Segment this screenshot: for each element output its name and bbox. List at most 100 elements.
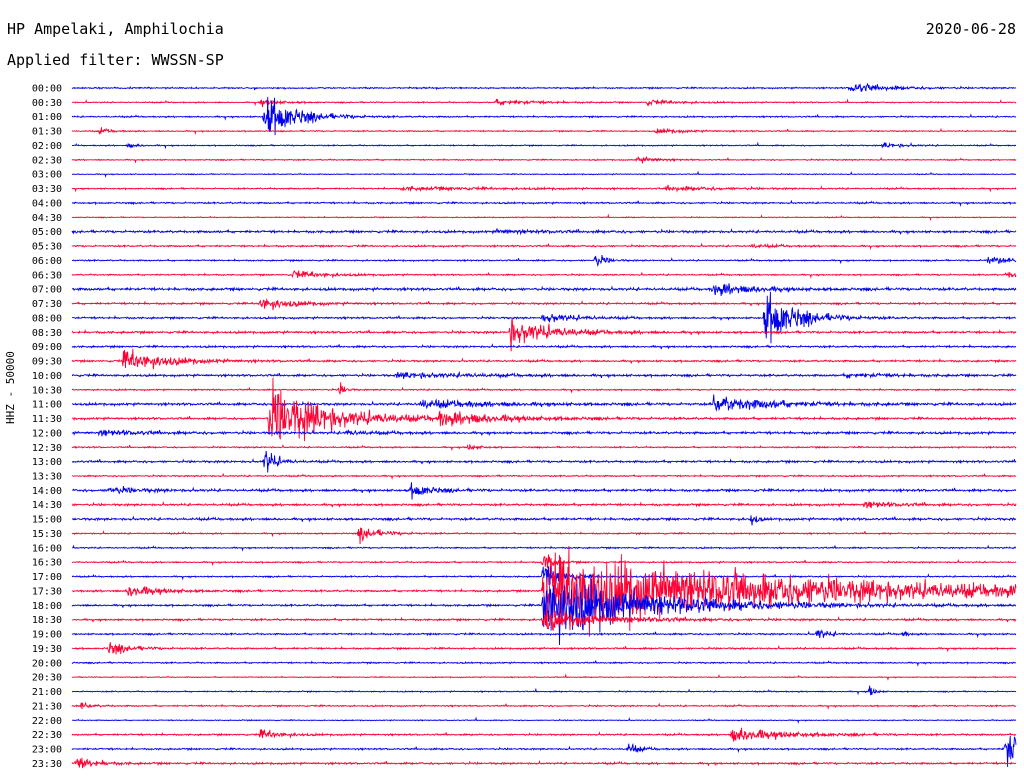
seismic-trace: [71, 554, 1017, 569]
seismic-trace: [71, 716, 1017, 725]
time-tick-label: 09:00: [32, 342, 62, 353]
seismic-trace: [71, 394, 1017, 412]
seismic-trace: [72, 501, 1017, 509]
time-tick-label: 10:00: [32, 371, 62, 382]
seismic-trace: [71, 298, 1017, 311]
time-tick-label: 18:00: [32, 601, 62, 612]
seismic-trace: [71, 254, 1017, 268]
seismic-trace: [71, 566, 1017, 591]
time-tick-label: 06:30: [32, 270, 62, 281]
seismic-trace: [71, 213, 1017, 222]
seismic-trace: [71, 141, 1017, 150]
time-tick-label: 23:30: [32, 759, 62, 770]
time-tick-label: 11:00: [32, 400, 62, 411]
seismic-trace: [71, 642, 1017, 655]
time-tick-label: 12:30: [32, 443, 62, 454]
time-tick-label: 06:00: [32, 256, 62, 267]
seismic-trace: [71, 544, 1017, 552]
time-tick-label: 14:30: [32, 500, 62, 511]
seismic-trace: [71, 673, 1017, 681]
seismic-trace: [71, 443, 1017, 452]
time-tick-label: 10:30: [32, 385, 62, 396]
time-tick-label: 12:00: [32, 428, 62, 439]
time-tick-label: 01:30: [32, 127, 62, 138]
time-tick-label: 07:00: [32, 285, 62, 296]
time-tick-label: 04:00: [32, 198, 62, 209]
time-tick-label: 20:00: [32, 658, 62, 669]
seismic-trace: [71, 370, 1017, 380]
time-tick-label: 03:30: [32, 184, 62, 195]
station-title: HP Ampelaki, Amphilochia: [7, 20, 224, 38]
seismic-trace: [71, 291, 1017, 344]
seismic-trace: [71, 727, 1017, 742]
time-tick-label: 22:30: [32, 730, 62, 741]
seismic-trace: [71, 155, 1017, 164]
seismic-trace: [71, 343, 1017, 350]
seismic-trace: [71, 348, 1017, 370]
time-tick-label: 23:00: [32, 745, 62, 756]
seismic-trace: [71, 242, 1017, 251]
seismic-trace: [71, 170, 1017, 178]
seismic-trace: [71, 318, 1017, 352]
time-tick-label: 00:00: [32, 84, 62, 95]
time-tick-label: 19:00: [32, 630, 62, 641]
seismic-trace: [71, 609, 1017, 631]
seismic-trace: [71, 701, 1017, 710]
filter-label: Applied filter: WWSSN-SP: [7, 51, 224, 69]
time-tick-label: 05:00: [32, 227, 62, 238]
time-tick-label: 01:00: [32, 112, 62, 123]
seismic-trace: [71, 757, 1017, 769]
time-tick-label: 21:30: [32, 701, 62, 712]
seismic-trace: [71, 429, 1017, 437]
time-tick-label: 05:30: [32, 242, 62, 253]
time-tick-label: 19:30: [32, 644, 62, 655]
seismic-trace: [71, 546, 1017, 637]
seismic-trace: [71, 127, 1017, 135]
seismic-trace: [71, 628, 1017, 639]
seismic-trace: [71, 82, 1017, 92]
time-tick-label: 13:30: [32, 471, 62, 482]
seismic-trace: [71, 450, 1017, 473]
seismic-trace: [71, 382, 1017, 395]
time-tick-label: 02:30: [32, 155, 62, 166]
date-label: 2020-06-28: [925, 20, 1016, 38]
time-tick-label: 16:30: [32, 558, 62, 569]
time-tick-label: 11:30: [32, 414, 62, 425]
seismic-trace: [71, 685, 1017, 696]
time-tick-label: 18:30: [32, 615, 62, 626]
time-tick-label: 03:00: [32, 170, 62, 181]
seismic-trace: [71, 735, 1017, 767]
time-tick-label: 00:30: [32, 98, 62, 109]
time-tick-label: 17:30: [32, 586, 62, 597]
time-tick-label: 09:30: [32, 357, 62, 368]
time-tick-label: 14:00: [32, 486, 62, 497]
seismic-trace: [71, 482, 1017, 500]
seismic-trace: [71, 96, 1017, 136]
time-tick-label: 04:30: [32, 213, 62, 224]
seismic-trace: [71, 98, 1017, 108]
time-tick-label: 15:00: [32, 515, 62, 526]
time-tick-label: 07:30: [32, 299, 62, 310]
seismic-trace: [71, 659, 1017, 667]
time-tick-label: 17:00: [32, 572, 62, 583]
time-tick-label: 20:30: [32, 673, 62, 684]
time-tick-label: 21:00: [32, 687, 62, 698]
seismic-trace: [71, 472, 1017, 480]
seismic-trace: [71, 515, 1017, 526]
seismic-trace: [71, 269, 1017, 279]
time-tick-label: 08:30: [32, 328, 62, 339]
time-tick-label: 16:00: [32, 543, 62, 554]
seismic-trace: [71, 527, 1017, 545]
time-tick-label: 02:00: [32, 141, 62, 152]
seismic-trace: [71, 199, 1017, 208]
time-tick-label: 22:00: [32, 716, 62, 727]
seismic-trace: [71, 228, 1017, 236]
seismic-trace: [71, 377, 1017, 442]
time-tick-label: 15:30: [32, 529, 62, 540]
time-tick-label: 08:00: [32, 313, 62, 324]
seismic-trace: [71, 578, 1016, 646]
seismic-trace: [71, 283, 1017, 296]
seismic-trace: [71, 184, 1017, 193]
time-tick-label: 13:00: [32, 457, 62, 468]
